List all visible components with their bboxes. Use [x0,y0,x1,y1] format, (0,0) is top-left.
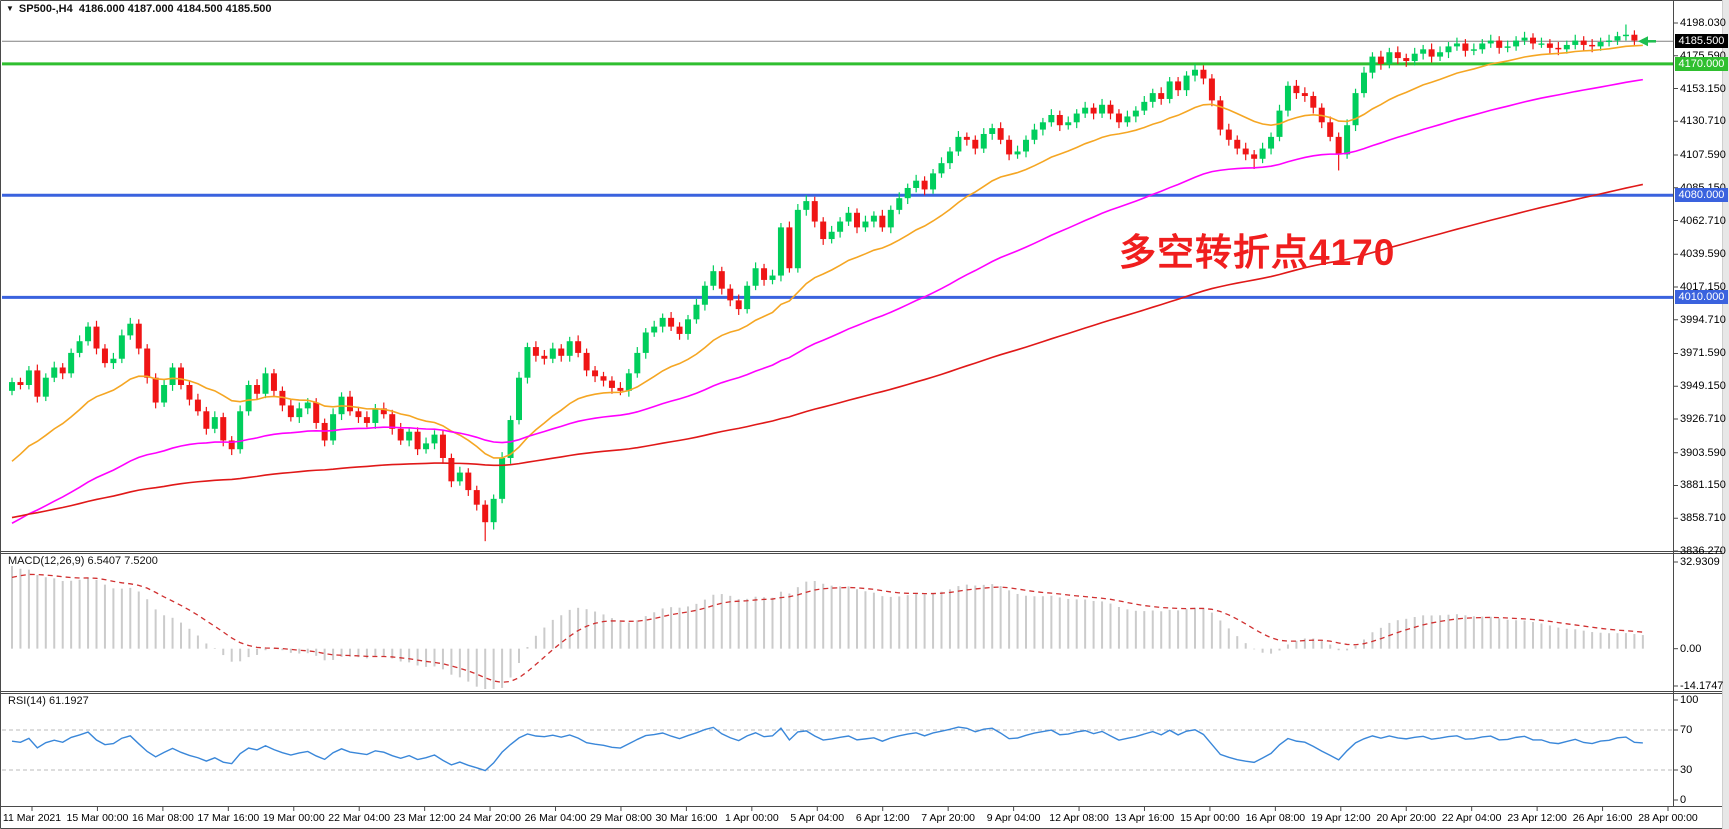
time-axis-label: 17 Mar 16:00 [197,812,260,824]
macd-histogram [11,566,1644,689]
time-axis-label: 19 Mar 00:00 [262,812,325,824]
price-axis-label: 3836.270 [1680,545,1726,557]
price-axis-label: 4062.710 [1680,214,1726,227]
rsi-levels [2,729,1673,771]
rsi-indicator-label: RSI(14) 61.1927 [8,695,89,707]
price-axis-label: 3926.710 [1680,413,1726,425]
ohlc-values: 4186.000 4187.000 4184.500 4185.500 [78,3,272,15]
price-axis-label: 3971.590 [1680,347,1726,360]
time-axis-label: 22 Mar 04:00 [328,812,391,824]
macd-indicator-label: MACD(12,26,9) 6.5407 7.5200 [8,555,158,567]
annotation-text[interactable]: 多空转折点4170 [1119,232,1396,273]
rsi-axis-label: 0 [1680,794,1687,806]
right-scrollbar[interactable] [1722,0,1729,829]
price-arrow-icon [1638,36,1656,47]
time-axis-label: 1 Apr 00:00 [724,812,779,824]
macd-axis-label: -14.1747 [1680,680,1724,692]
time-axis-label: 23 Mar 12:00 [393,812,456,824]
time-axis-label: 7 Apr 20:00 [921,812,976,824]
time-axis-label: 22 Apr 04:00 [1441,812,1502,824]
time-axis-label: 15 Apr 00:00 [1180,812,1240,824]
time-axis-label: 19 Apr 12:00 [1311,812,1371,824]
price-axis-label: 3881.150 [1680,479,1726,492]
ma-mid [11,78,1643,524]
price-badge: 4185.500 [1675,34,1728,49]
price-axis-label: 3903.590 [1680,446,1726,459]
time-axis-label: 9 Apr 04:00 [986,812,1041,824]
time-axis-label: 12 Apr 08:00 [1049,812,1109,824]
time-axis-label: 30 Mar 16:00 [655,812,718,824]
ma-slow [11,183,1644,519]
macd-axis-label: 0.00 [1680,642,1702,655]
rsi-axis-label: 30 [1680,764,1693,776]
price-axis-label: 4153.150 [1680,82,1726,95]
rsi-axis-label: 70 [1680,724,1693,736]
price-badge: 4010.000 [1675,290,1728,305]
price-axis-label: 4017.150 [1680,281,1726,293]
price-axis-label: 4107.590 [1680,149,1726,161]
price-badge: 4080.000 [1675,188,1728,203]
price-axis-label: 4198.030 [1680,17,1726,29]
macd-signal-line [11,573,1643,684]
time-axis-label: 6 Apr 12:00 [855,812,910,824]
time-axis-label: 13 Apr 16:00 [1114,812,1175,824]
macd-axis-label: 32.9309 [1680,556,1720,568]
time-axis-label: 29 Mar 08:00 [590,812,652,824]
price-badge: 4170.000 [1675,56,1728,71]
time-axis-label: 16 Apr 08:00 [1245,812,1306,824]
time-axis-label: 20 Apr 20:00 [1376,812,1437,824]
rsi-axis-label: 100 [1680,694,1699,706]
symbol-period-label: SP500-,H4 [18,3,73,15]
time-axis-label: 11 Mar 2021 [2,812,62,824]
price-axis-label: 4130.710 [1680,115,1726,128]
price-axis-label: 4039.590 [1680,248,1726,261]
time-axis-label: 26 Apr 16:00 [1572,812,1633,824]
candles [9,24,1646,542]
time-axis-label: 15 Mar 00:00 [66,812,129,824]
chart-title: ▼ SP500-,H4 4186.000 4187.000 4184.500 41… [6,3,272,15]
moving-averages [11,44,1644,524]
time-axis-label: 16 Mar 08:00 [131,812,194,824]
time-axis-label: 23 Apr 12:00 [1507,812,1567,824]
time-axis-label: 24 Mar 20:00 [459,812,522,824]
horizontal-level-lines [2,40,1673,299]
price-axis-label: 3858.710 [1680,512,1726,525]
macd-signal [11,573,1643,684]
rsi-line [11,726,1643,772]
price-axis-label: 3994.710 [1680,313,1726,326]
ma-fast [11,44,1643,462]
time-axis-label: 26 Mar 04:00 [524,812,587,824]
rsi-series [11,726,1643,772]
time-axis-label: 5 Apr 04:00 [790,812,845,824]
time-axis-label: 28 Apr 00:00 [1638,812,1698,824]
symbol-menu-icon[interactable]: ▼ [6,4,14,13]
price-axis-label: 3949.150 [1680,380,1726,393]
